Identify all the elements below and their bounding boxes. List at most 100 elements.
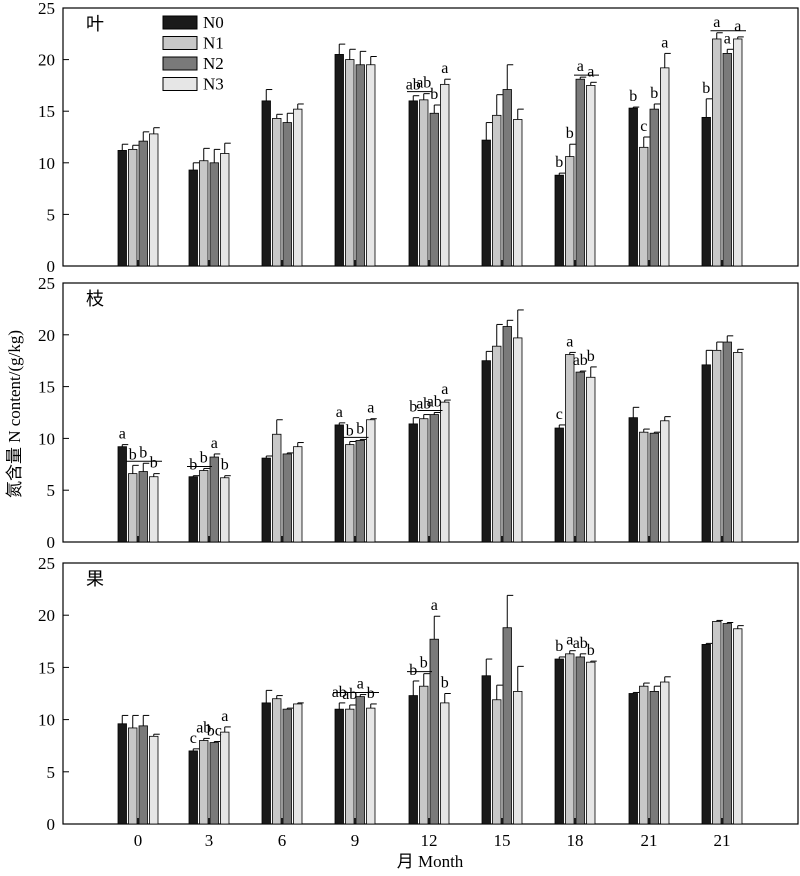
- bar-n3: [366, 64, 376, 267]
- x-tick-label: 12: [421, 831, 438, 850]
- significance-letter: a: [119, 426, 126, 443]
- bar-n3: [513, 691, 523, 825]
- bar-n1: [712, 349, 722, 543]
- significance-letter: a: [734, 18, 741, 35]
- bar-n2: [722, 623, 732, 825]
- significance-letter: a: [661, 34, 668, 51]
- significance-letter: a: [367, 400, 374, 417]
- significance-letter: b: [356, 420, 364, 437]
- bar-n0: [701, 116, 711, 267]
- significance-letter: c: [640, 118, 647, 135]
- y-tick-label: 5: [47, 763, 56, 782]
- bar-n2: [649, 691, 659, 825]
- bar-n3: [586, 85, 596, 267]
- bar-n1: [345, 708, 355, 825]
- bar-n2: [575, 656, 585, 825]
- significance-letter: ab: [196, 719, 211, 736]
- significance-letter: a: [221, 708, 228, 725]
- legend-label: N2: [203, 54, 224, 73]
- y-tick-label: 0: [47, 257, 56, 276]
- significance-letter: a: [566, 632, 573, 649]
- x-tick-label: 3: [205, 831, 214, 850]
- y-tick-label: 5: [47, 205, 56, 224]
- significance-letter: b: [650, 85, 658, 102]
- bar-n3: [149, 735, 159, 825]
- bar-n3: [660, 67, 670, 267]
- significance-letter: b: [430, 86, 438, 103]
- bar-n0: [188, 750, 198, 825]
- bar-n0: [628, 693, 638, 825]
- bar-n0: [701, 644, 711, 825]
- significance-letter: b: [221, 457, 229, 474]
- legend-swatch-n3: [162, 77, 198, 91]
- bar-n0: [334, 424, 344, 543]
- bar-n0: [334, 54, 344, 267]
- panel-title: 果: [86, 569, 104, 589]
- bar-n2: [138, 471, 148, 543]
- significance-letter: b: [555, 638, 563, 655]
- bar-n1: [128, 473, 138, 543]
- bar-n3: [513, 337, 523, 543]
- bar-n1: [272, 118, 282, 267]
- bar-n1: [128, 727, 138, 825]
- panel-title: 枝: [86, 289, 104, 309]
- bar-n2: [209, 456, 219, 543]
- bar-n3: [220, 153, 230, 267]
- bar-n1: [199, 740, 209, 825]
- legend-label: N0: [203, 13, 224, 32]
- bar-n0: [554, 427, 564, 543]
- bar-n2: [502, 326, 512, 543]
- bar-n0: [261, 457, 271, 543]
- significance-letter: a: [211, 435, 218, 452]
- significance-letter: ab: [342, 686, 357, 703]
- bar-n1: [712, 621, 722, 825]
- bar-n3: [149, 476, 159, 543]
- significance-letter: ab: [427, 394, 442, 411]
- bar-n2: [575, 78, 585, 267]
- bar-n1: [565, 653, 575, 825]
- bar-n1: [492, 699, 502, 825]
- bar-n2: [355, 64, 365, 267]
- y-tick-label: 25: [38, 554, 55, 573]
- bar-n3: [293, 703, 303, 825]
- bar-n2: [355, 696, 365, 825]
- bar-n3: [660, 420, 670, 543]
- significance-letter: a: [441, 60, 448, 77]
- significance-letter: b: [587, 348, 595, 365]
- legend-swatch-n1: [162, 36, 198, 50]
- bar-n3: [660, 681, 670, 825]
- significance-letter: b: [139, 444, 147, 461]
- bar-n1: [345, 59, 355, 267]
- bar-n2: [429, 638, 439, 825]
- significance-letter: b: [200, 449, 208, 466]
- bar-n3: [733, 38, 743, 267]
- bar-n2: [502, 89, 512, 267]
- bar-n1: [419, 99, 429, 267]
- bar-n1: [199, 160, 209, 267]
- significance-letter: c: [190, 730, 197, 747]
- bar-n2: [722, 53, 732, 267]
- legend-label: N3: [203, 75, 224, 94]
- bar-n2: [282, 708, 292, 825]
- bar-n3: [440, 83, 450, 267]
- bar-n0: [481, 360, 491, 543]
- significance-letter: b: [409, 662, 417, 679]
- significance-letter: b: [346, 423, 354, 440]
- bar-n2: [649, 432, 659, 543]
- significance-letter: a: [336, 404, 343, 421]
- significance-letter: a: [357, 676, 364, 693]
- x-axis-label: 月 Month: [397, 852, 464, 871]
- bar-n3: [586, 376, 596, 543]
- bar-n1: [712, 38, 722, 267]
- bar-n0: [188, 169, 198, 267]
- bar-n1: [272, 433, 282, 543]
- bar-n2: [429, 414, 439, 543]
- significance-letter: a: [577, 58, 584, 75]
- y-tick-label: 15: [38, 658, 55, 677]
- bar-n3: [440, 401, 450, 543]
- bar-n2: [649, 108, 659, 267]
- x-tick-label: 18: [567, 831, 584, 850]
